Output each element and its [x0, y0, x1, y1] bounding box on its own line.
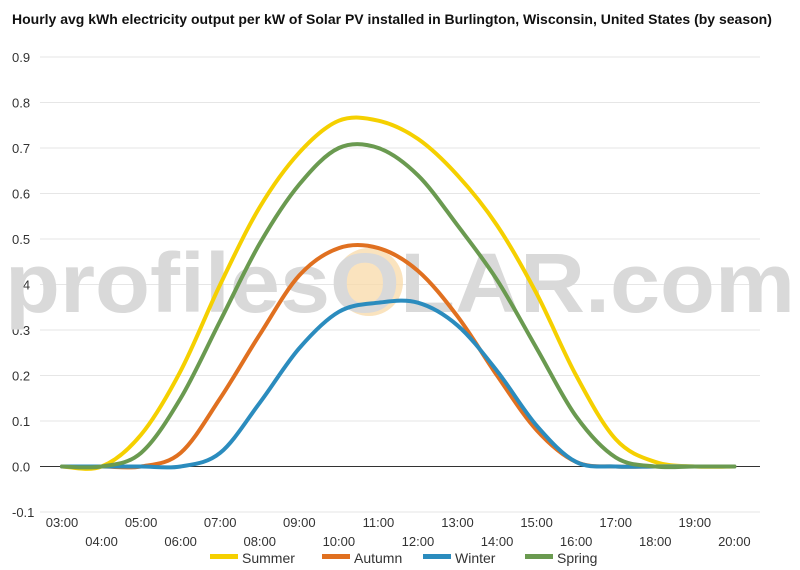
- x-tick-label: 10:00: [323, 534, 356, 549]
- x-tick-label: 12:00: [402, 534, 435, 549]
- x-tick-label: 19:00: [679, 515, 712, 530]
- legend-label: Winter: [455, 550, 496, 566]
- x-tick-label: 17:00: [599, 515, 632, 530]
- y-tick-label: 0.7: [12, 141, 30, 156]
- x-tick-label: 20:00: [718, 534, 751, 549]
- x-tick-label: 14:00: [481, 534, 514, 549]
- legend-swatch: [322, 554, 350, 559]
- x-tick-label: 09:00: [283, 515, 316, 530]
- legend-swatch: [525, 554, 553, 559]
- legend-swatch: [423, 554, 451, 559]
- x-tick-label: 04:00: [85, 534, 118, 549]
- x-tick-label: 07:00: [204, 515, 237, 530]
- y-tick-label: -0.1: [12, 505, 34, 520]
- y-tick-label: 0.4: [12, 278, 30, 293]
- y-tick-label: 0.3: [12, 323, 30, 338]
- x-tick-label: 13:00: [441, 515, 474, 530]
- series-line-summer: [60, 115, 737, 471]
- x-tick-label: 06:00: [164, 534, 197, 549]
- y-tick-label: 0.6: [12, 187, 30, 202]
- series-line-winter: [60, 298, 737, 470]
- watermark-text: profilesOLAR.com: [5, 236, 795, 330]
- y-tick-label: 0.9: [12, 50, 30, 65]
- y-tick-label: 0.5: [12, 232, 30, 247]
- chart-title: Hourly avg kWh electricity output per kW…: [12, 11, 772, 27]
- y-tick-label: 0.2: [12, 369, 30, 384]
- y-tick-label: 0.1: [12, 414, 30, 429]
- x-tick-label: 05:00: [125, 515, 158, 530]
- x-tick-label: 15:00: [520, 515, 553, 530]
- y-tick-label: 0.8: [12, 96, 30, 111]
- legend-swatch: [210, 554, 238, 559]
- watermark-sun-icon: [335, 248, 403, 316]
- x-tick-label: 11:00: [363, 515, 395, 530]
- x-tick-label: 16:00: [560, 534, 593, 549]
- x-tick-label: 08:00: [243, 534, 276, 549]
- x-tick-label: 18:00: [639, 534, 672, 549]
- legend-label: Autumn: [354, 550, 402, 566]
- legend-label: Summer: [242, 550, 295, 566]
- x-tick-label: 03:00: [46, 515, 79, 530]
- y-tick-label: 0.0: [12, 460, 30, 475]
- legend-label: Spring: [557, 550, 597, 566]
- series-line-spring: [60, 142, 737, 470]
